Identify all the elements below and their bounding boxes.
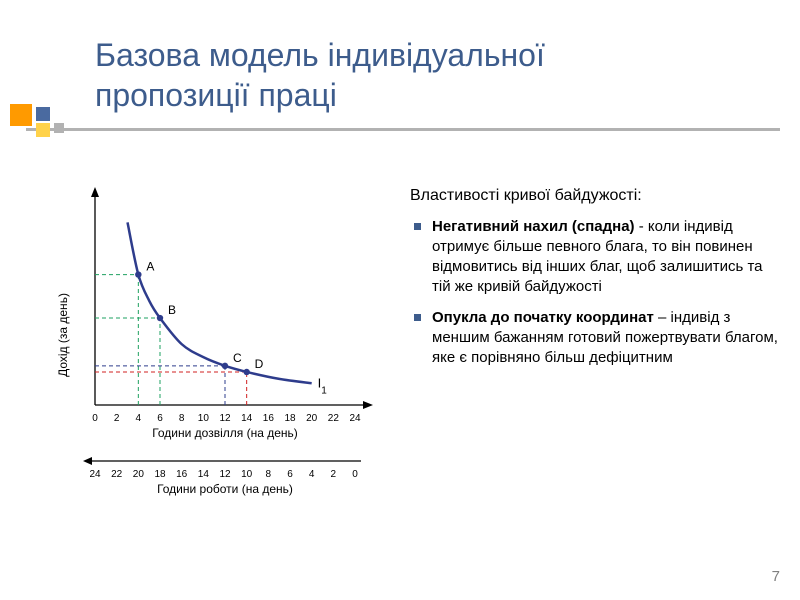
x-axis-arrow [363,401,373,409]
xtick-leisure: 10 [198,413,210,424]
y-axis-arrow [91,187,99,197]
decor-square [10,104,32,126]
xtick-leisure: 2 [114,413,120,424]
curve-point [243,369,249,375]
xtick-leisure: 4 [136,413,142,424]
page-number: 7 [772,568,780,585]
body-item-bold: Негативний нахил (спадна) [432,218,635,235]
curve-point [222,363,228,369]
xtick-leisure: 20 [306,413,318,424]
xtick-work: 2 [331,469,337,480]
x-axis-label-work: Години роботи (на день) [157,482,293,496]
xtick-leisure: 0 [92,413,98,424]
point-label: C [233,351,242,365]
xtick-work: 24 [89,469,101,480]
decor-square [54,123,64,133]
xtick-work: 22 [111,469,123,480]
xtick-work: 18 [154,469,166,480]
xtick-work: 12 [219,469,231,480]
title-line-1: Базова модель індивідуальної [95,37,545,73]
body-item-bold: Опукла до початку координат [432,309,654,326]
y-axis-label: Дохід (за день) [56,293,70,377]
xtick-work: 20 [133,469,145,480]
indifference-curve-chart: Дохід (за день)ABCDI10246810121416182022… [55,185,385,545]
decor-square [36,123,50,137]
xtick-leisure: 6 [157,413,163,424]
xtick-work: 6 [287,469,293,480]
title-underline [26,128,780,131]
body-list: Негативний нахил (спадна) - коли індивід… [410,217,780,369]
curve-point [135,271,141,277]
x-axis-label-leisure: Години дозвілля (на день) [152,426,298,440]
point-label: A [146,260,154,274]
xtick-work: 8 [266,469,272,480]
decor-square [36,107,50,121]
xtick-leisure: 8 [179,413,185,424]
xtick-work: 16 [176,469,188,480]
indifference-curve [128,222,312,383]
xtick-leisure: 12 [219,413,231,424]
body-list-item: Опукла до початку координат – індивід з … [410,308,780,369]
curve-label: I1 [318,375,328,396]
xtick-work: 10 [241,469,253,480]
xtick-leisure: 24 [349,413,361,424]
xtick-leisure: 16 [263,413,275,424]
xtick-work: 4 [309,469,315,480]
title-line-2: пропозиції праці [95,77,337,113]
xtick-work: 0 [352,469,358,480]
point-label: D [255,357,264,371]
slide-title: Базова модель індивідуальної пропозиції … [95,35,545,115]
body-text: Властивості кривої байдужості: Негативни… [410,185,780,378]
xtick-leisure: 14 [241,413,253,424]
curve-point [157,315,163,321]
body-heading: Властивості кривої байдужості: [410,185,780,207]
xtick-leisure: 18 [284,413,296,424]
body-list-item: Негативний нахил (спадна) - коли індивід… [410,217,780,298]
point-label: B [168,303,176,317]
xtick-leisure: 22 [328,413,340,424]
x-axis-work-arrow [83,457,92,465]
xtick-work: 14 [198,469,210,480]
